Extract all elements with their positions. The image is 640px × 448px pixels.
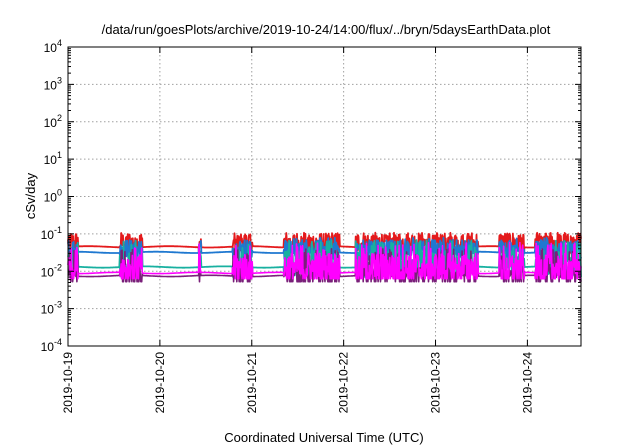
y-axis-label: cSv/day (23, 172, 38, 219)
y-tick-label: 104 (44, 38, 62, 55)
x-tick-label: 2019-10-20 (153, 352, 167, 414)
y-tick-label: 100 (44, 188, 62, 205)
grid (68, 47, 581, 346)
series-line (67, 248, 582, 283)
chart-title: /data/run/goesPlots/archive/2019-10-24/1… (102, 22, 551, 37)
series-line (67, 241, 582, 280)
y-tick-label: 101 (44, 150, 62, 167)
x-tick-label: 2019-10-24 (520, 352, 534, 414)
y-tick-label: 10-2 (41, 262, 62, 279)
y-tick-label: 10-1 (41, 225, 62, 242)
y-tick-label: 10-3 (41, 300, 62, 317)
series-line (67, 231, 582, 257)
x-tick-label: 2019-10-19 (61, 352, 75, 414)
series-line (67, 236, 582, 261)
x-tick-label: 2019-10-21 (245, 352, 259, 414)
y-tick-label: 103 (44, 75, 62, 92)
x-tick-label: 2019-10-23 (429, 352, 443, 414)
series-layer (67, 231, 582, 283)
y-tick-label: 102 (44, 113, 62, 130)
axes: 10-4 10-3 10-2 10-1 100 101 102 103 104 2019-10-1… (41, 38, 581, 413)
x-tick-label: 2019-10-22 (337, 352, 351, 414)
x-axis-label: Coordinated Universal Time (UTC) (224, 430, 423, 445)
y-tick-label: 10-4 (41, 337, 62, 354)
